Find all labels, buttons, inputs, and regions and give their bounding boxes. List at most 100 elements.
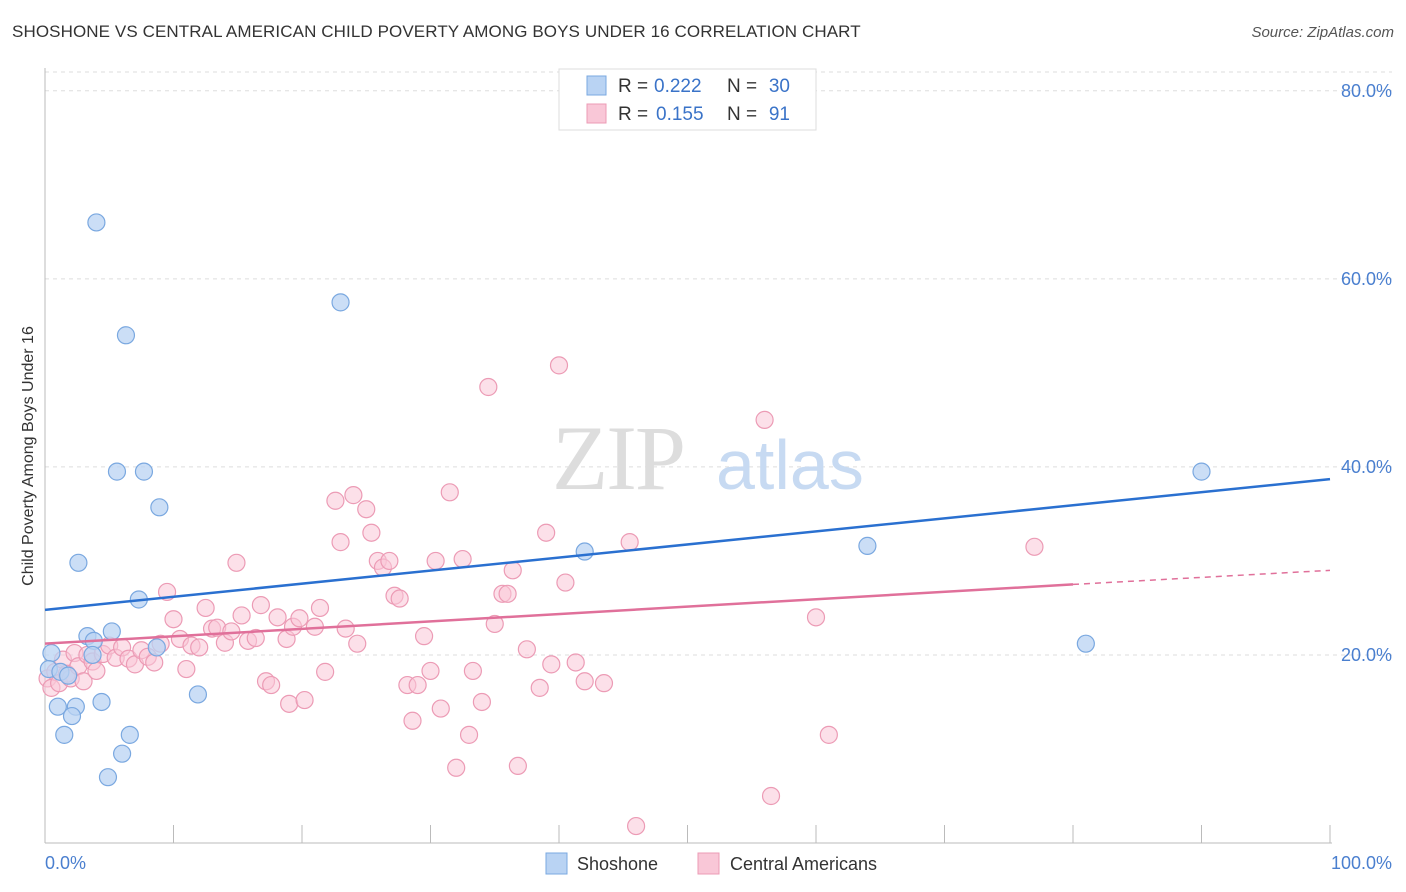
chart-title: SHOSHONE VS CENTRAL AMERICAN CHILD POVER… xyxy=(12,22,861,41)
central-americans-point xyxy=(145,653,164,672)
shoshone-point xyxy=(147,638,166,657)
central-americans-point xyxy=(268,608,287,627)
central-americans-point xyxy=(575,672,594,691)
shoshone-r-label: R = xyxy=(618,76,648,97)
gridlines xyxy=(45,71,1392,656)
shoshone-point xyxy=(116,326,136,345)
y-tick-label: 40.0% xyxy=(1341,457,1392,477)
central-americans-point xyxy=(227,553,246,572)
series-legend: Shoshone Central Americans xyxy=(545,852,877,875)
central-americans-point xyxy=(440,483,459,502)
shoshone-point xyxy=(1076,634,1095,653)
y-axis-label: Child Poverty Among Boys Under 16 xyxy=(20,326,37,586)
central-americans-point xyxy=(310,598,330,618)
central-americans-point xyxy=(280,694,299,713)
shoshone-point xyxy=(62,706,82,726)
central-americans-point xyxy=(177,659,196,679)
central-americans-point xyxy=(190,638,209,657)
central-americans-point xyxy=(196,598,215,618)
central-americans-point xyxy=(485,614,504,634)
central-americans-point xyxy=(566,653,585,672)
x-tick-label: 100.0% xyxy=(1331,853,1392,873)
legend-central-americans-swatch xyxy=(697,852,720,875)
y-tick-label: 20.0% xyxy=(1341,645,1392,665)
central-americans-point xyxy=(414,627,434,646)
watermark: ZIP atlas xyxy=(552,407,864,509)
shoshone-trend-line xyxy=(44,477,1331,612)
shoshone-point xyxy=(112,744,132,763)
central-r-value: 0.155 xyxy=(656,104,704,125)
shoshone-point xyxy=(48,697,67,716)
chart-source: Source: ZipAtlas.com xyxy=(1251,24,1394,41)
legend-shoshone-swatch xyxy=(545,852,568,875)
central-americans-point xyxy=(819,725,838,744)
shoshone-point xyxy=(83,645,102,665)
central-americans-trend-line xyxy=(44,583,1074,645)
shoshone-swatch xyxy=(586,75,607,96)
y-tick-label: 80.0% xyxy=(1341,81,1392,101)
watermark-zip: ZIP xyxy=(552,407,684,509)
central-n-value: 91 xyxy=(769,104,790,125)
shoshone-point xyxy=(575,542,594,561)
central-americans-point xyxy=(556,573,575,592)
central-americans-trend-extension xyxy=(1072,569,1331,586)
central-americans-point xyxy=(316,662,335,681)
central-americans-point xyxy=(498,584,517,603)
central-r-label: R = xyxy=(618,104,648,125)
x-tick-label: 0.0% xyxy=(45,853,86,873)
central-americans-point xyxy=(348,634,367,653)
shoshone-point xyxy=(102,622,121,641)
central-americans-point xyxy=(806,608,826,627)
stats-legend: R = 0.222 N = 30 R = 0.155 N = 91 xyxy=(558,68,817,131)
central-americans-point xyxy=(508,756,527,776)
central-americans-point xyxy=(463,661,483,681)
central-americans-point xyxy=(408,675,427,695)
central-americans-point xyxy=(453,549,472,569)
shoshone-point xyxy=(98,768,118,787)
central-americans-point xyxy=(290,609,309,628)
central-americans-point xyxy=(542,655,561,674)
shoshone-point xyxy=(87,213,106,232)
watermark-atlas: atlas xyxy=(716,426,864,504)
central-americans-point xyxy=(251,596,270,615)
x-ticks xyxy=(44,825,1331,843)
central-americans-point xyxy=(537,523,556,542)
central-americans-point xyxy=(549,356,569,375)
shoshone-n-value: 30 xyxy=(769,76,790,97)
central-americans-point xyxy=(594,674,614,693)
central-americans-point xyxy=(390,589,409,608)
shoshone-point xyxy=(92,692,111,712)
central-americans-point xyxy=(503,561,522,580)
central-americans-point xyxy=(336,619,355,638)
central-americans-swatch xyxy=(586,103,607,124)
central-americans-points xyxy=(38,356,1044,836)
central-americans-point xyxy=(87,661,106,681)
central-americans-point xyxy=(295,690,314,710)
central-americans-point xyxy=(331,533,350,552)
central-americans-point xyxy=(761,786,781,806)
shoshone-point xyxy=(55,725,74,744)
central-americans-point xyxy=(755,410,774,429)
central-americans-point xyxy=(431,699,450,718)
y-tick-labels: 20.0% 40.0% 60.0% 80.0% xyxy=(1341,81,1392,665)
shoshone-point xyxy=(858,536,877,555)
central-americans-point xyxy=(459,725,479,744)
shoshone-n-label: N = xyxy=(727,76,757,97)
central-americans-point xyxy=(403,711,422,730)
central-americans-point xyxy=(357,500,376,519)
central-americans-point xyxy=(447,758,466,777)
central-americans-point xyxy=(620,533,639,552)
shoshone-point xyxy=(1192,462,1211,481)
central-americans-point xyxy=(326,491,345,510)
central-n-label: N = xyxy=(727,104,757,125)
central-americans-point xyxy=(472,692,491,712)
central-americans-point xyxy=(426,551,445,571)
central-americans-point xyxy=(421,661,440,681)
shoshone-point xyxy=(150,498,169,517)
central-americans-point xyxy=(380,551,399,571)
central-americans-point xyxy=(479,377,498,397)
central-americans-point xyxy=(517,640,536,659)
shoshone-point xyxy=(42,643,61,663)
trend-lines xyxy=(44,477,1331,645)
